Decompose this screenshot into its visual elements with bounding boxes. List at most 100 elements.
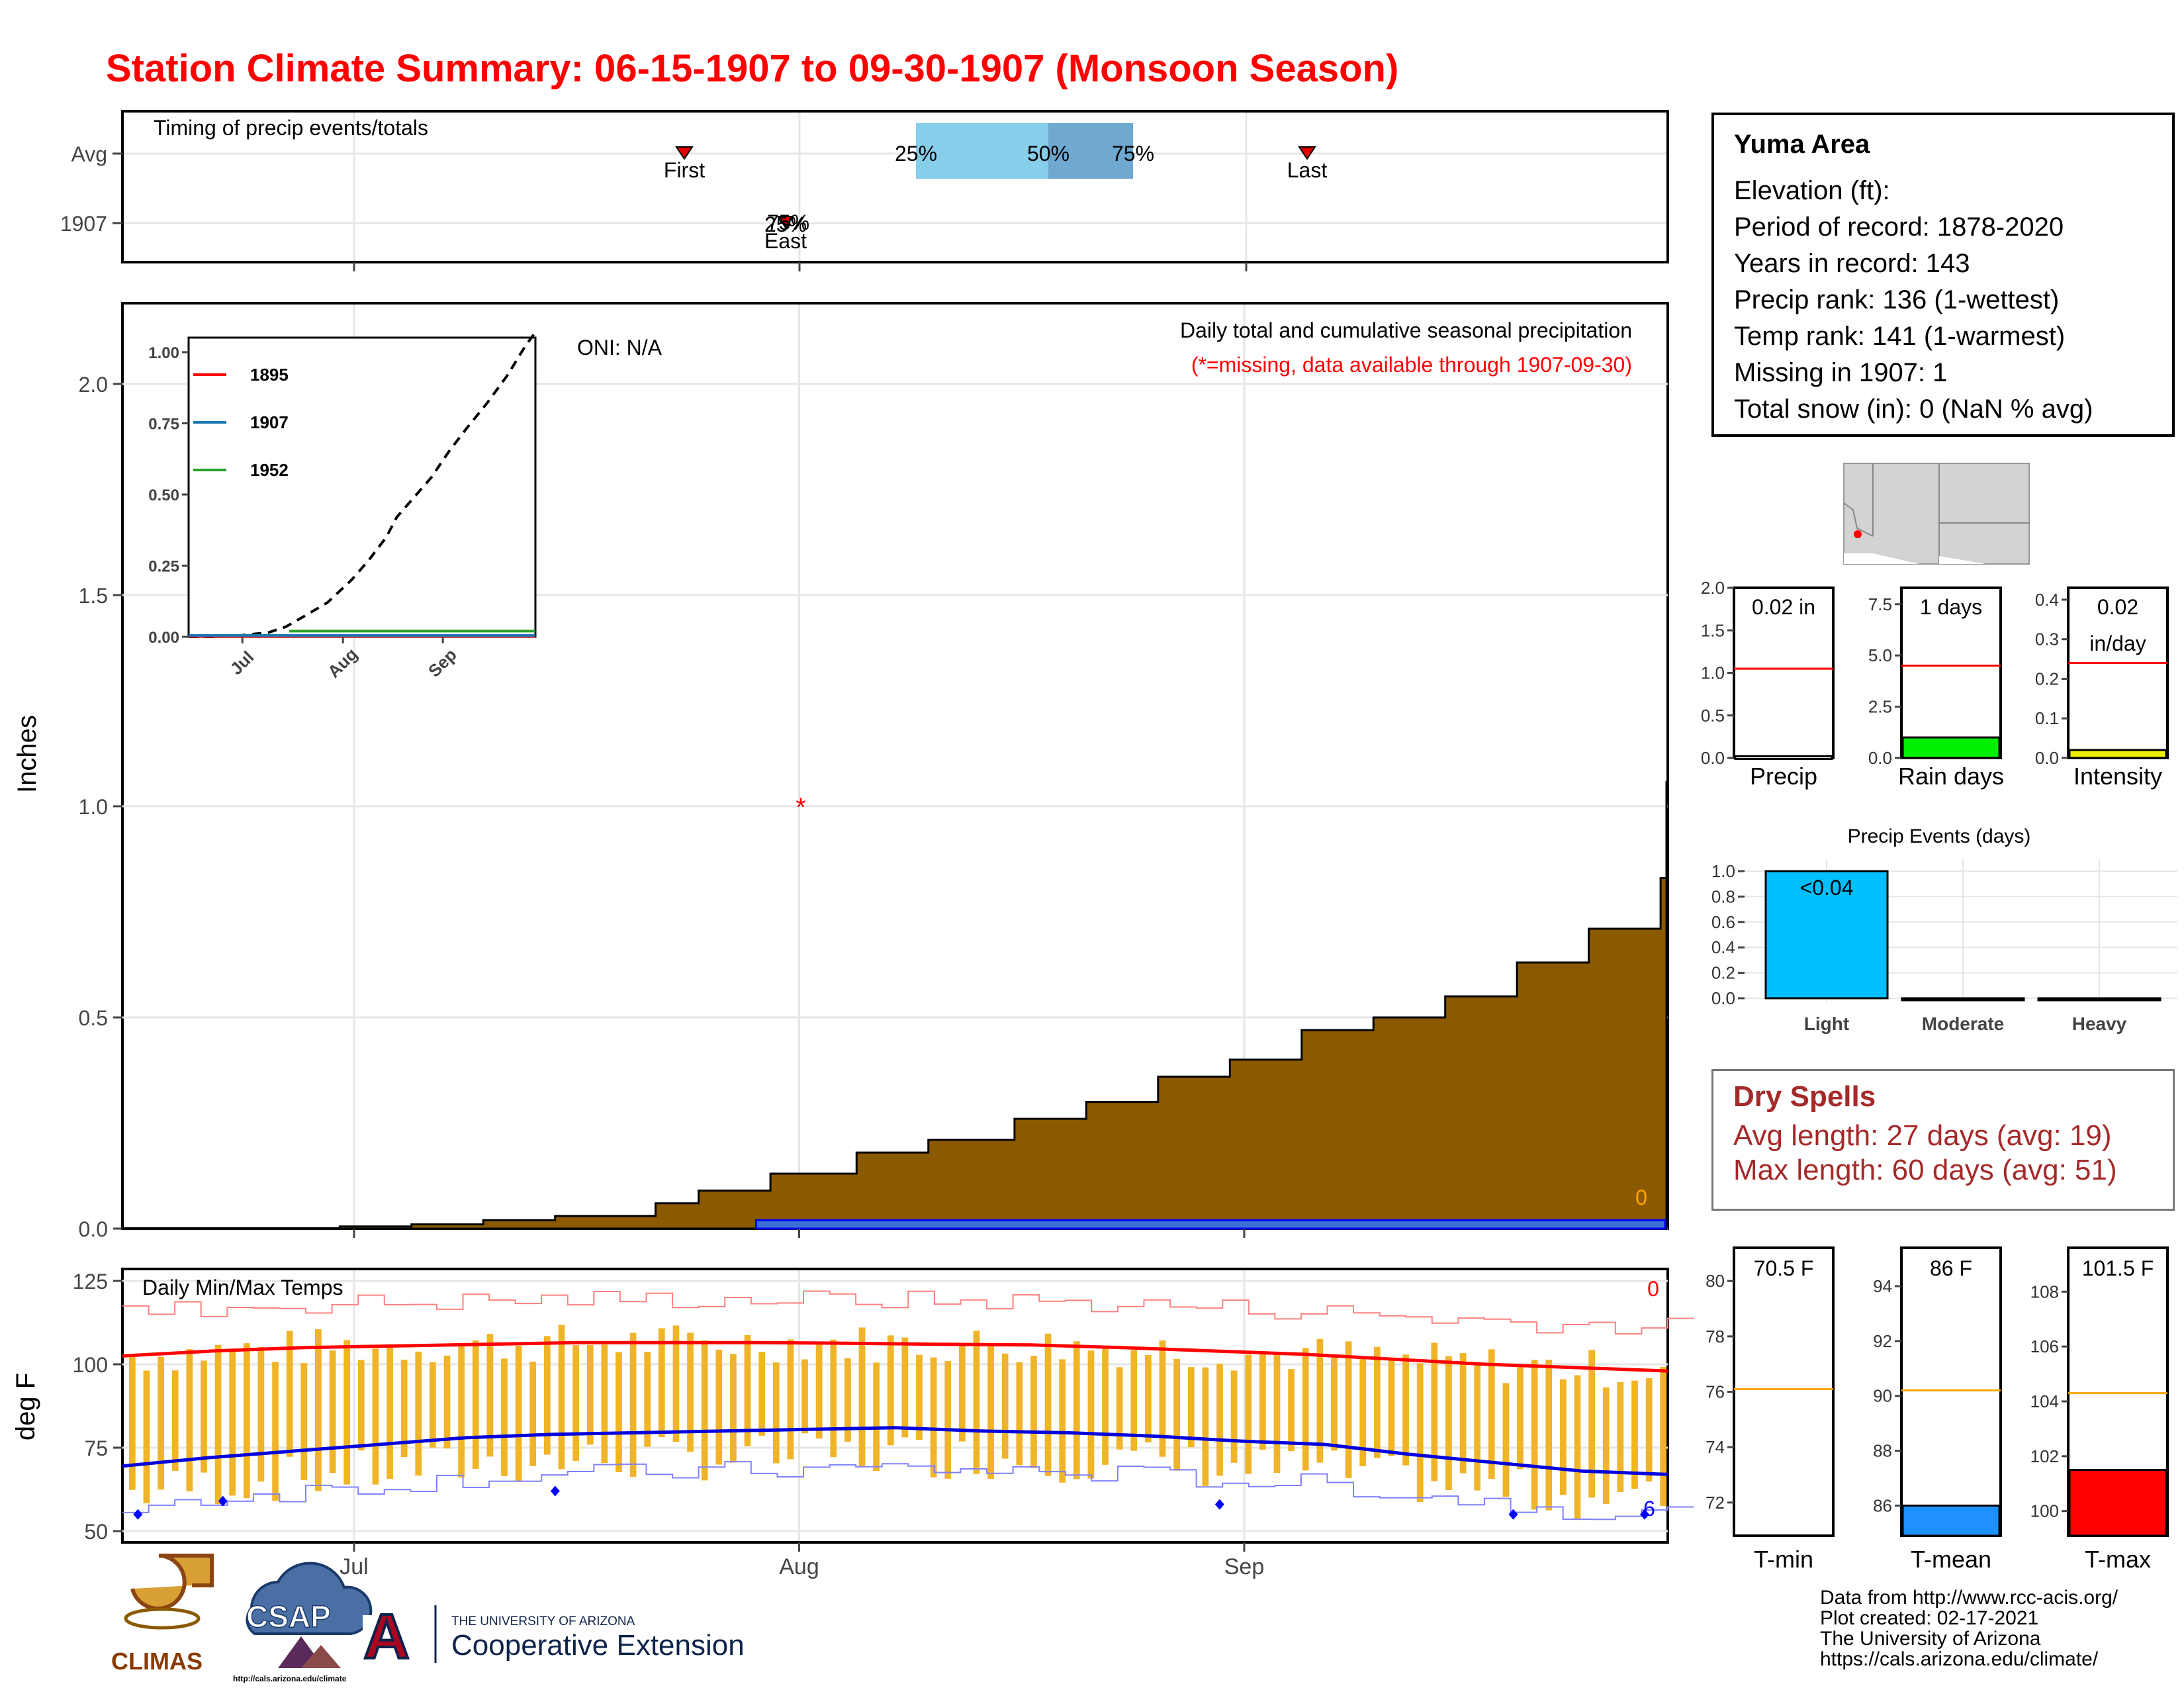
precip-ytick-label: 1.0 [79, 795, 108, 819]
daily-temp-bar [1273, 1352, 1281, 1474]
daily-temp-bar [1517, 1367, 1524, 1470]
dry-spells-box: Dry Spells Avg length: 27 days (avg: 19)… [1711, 1069, 2175, 1211]
page-title: Station Climate Summary: 06-15-1907 to 0… [106, 47, 1399, 90]
station-temp-rank: Temp rank: 141 (1-warmest) [1734, 322, 2066, 351]
record-low-marker-icon [1214, 1499, 1224, 1510]
daily-temp-bar [701, 1340, 708, 1481]
daily-temp-bar [171, 1370, 179, 1471]
inset-legend-label-1907: 1907 [250, 412, 289, 432]
daily-temp-bar [758, 1352, 766, 1436]
mini-value-label: 0.02 in [1752, 595, 1815, 619]
t-mean-frame [1900, 1246, 2002, 1537]
daily-temp-bar [214, 1344, 222, 1505]
footer-credits: Data from http://www.rcc-acis.org/ Plot … [1820, 1587, 2118, 1669]
events-bar-value-label: <0.04 [1800, 876, 1854, 900]
precip-ytick-label: 0.0 [79, 1217, 108, 1241]
temp-bar-ytick-label: 86 [1873, 1495, 1892, 1515]
daily-temp-bar [272, 1362, 279, 1501]
daily-temp-bar [1402, 1354, 1409, 1466]
temp-bar-ytick-label: 104 [2030, 1391, 2059, 1411]
daily-temp-bar [286, 1331, 293, 1457]
daily-temp-bar [1574, 1375, 1581, 1521]
precip-ytick-label: 0.5 [79, 1006, 108, 1030]
station-years: Years in record: 143 [1734, 249, 1970, 278]
mini-ytick-label: 2.5 [1868, 697, 1892, 717]
daily-temp-bar [1259, 1351, 1266, 1450]
daily-temp-bar [830, 1339, 837, 1458]
inset-legend-label-1952: 1952 [250, 460, 289, 480]
temp-ylabel: deg F [11, 1373, 40, 1440]
daily-temp-bar [1102, 1348, 1109, 1465]
daily-temp-bar [387, 1344, 393, 1479]
missing-marker-icon: * [796, 793, 806, 822]
t-min-frame [1733, 1246, 1835, 1537]
mini-value-label: 1 days [1920, 595, 1982, 619]
daily-temp-bar [1001, 1353, 1009, 1459]
daily-temp-bar [543, 1336, 551, 1455]
events-ytick-label: 0.2 [1711, 963, 1735, 983]
events-label-moderate: Moderate [1922, 1013, 2004, 1034]
temp-bar-ytick-label: 90 [1873, 1386, 1892, 1406]
dry-spells-title: Dry Spells [1733, 1080, 1876, 1113]
temp-bar-ytick-label: 106 [2030, 1336, 2059, 1356]
inset-avg-cumulative-line [189, 331, 537, 638]
daily-temp-bar [930, 1357, 937, 1477]
temp-bar-ytick-label: 74 [1706, 1437, 1725, 1457]
daily-temp-bar [1602, 1387, 1610, 1505]
temp-top-count: 0 [1647, 1277, 1659, 1301]
mini-ytick-label: 2.0 [1701, 578, 1725, 598]
daily-temp-bar [944, 1361, 952, 1479]
daily-temp-bar [1445, 1356, 1452, 1491]
daily-temp-bar [1373, 1346, 1381, 1458]
daily-temp-bar [1116, 1367, 1123, 1450]
daily-temp-bar [858, 1327, 866, 1466]
station-elevation: Elevation (ft): [1734, 176, 1890, 205]
events-ytick-label: 0.0 [1711, 988, 1735, 1008]
precip-ytick-label: 1.5 [79, 584, 108, 608]
daily-temp-bar [801, 1359, 808, 1434]
temp-bar-ytick-label: 108 [2030, 1282, 2059, 1301]
precip-bar [1734, 755, 1833, 760]
daily-temp-bar [1059, 1359, 1066, 1483]
station-period: Period of record: 1878-2020 [1734, 212, 2064, 242]
ua-block-a: A [363, 1601, 409, 1672]
t-min-label: T-min [1754, 1546, 1813, 1573]
mini-ytick-label: 0.3 [2035, 630, 2059, 649]
temp-bar-value-label: 101.5 F [2082, 1256, 2154, 1280]
events-ytick-label: 0.6 [1711, 912, 1735, 932]
precip-ytick-label: 2.0 [79, 373, 108, 397]
month-xtick-label: Sep [1224, 1554, 1265, 1579]
daily-temp-bar [486, 1334, 494, 1457]
daily-temp-bar [343, 1340, 351, 1485]
daily-temp-bar [372, 1348, 379, 1485]
daily-temp-bar [501, 1358, 508, 1476]
daily-temp-bar [315, 1329, 322, 1491]
temp-bar-ytick-label: 94 [1873, 1276, 1892, 1296]
temp-ytick-label: 100 [73, 1353, 108, 1377]
daily-temp-bar [715, 1349, 723, 1465]
daily-temp-bar [1631, 1380, 1638, 1489]
temp-ytick-label: 125 [73, 1270, 108, 1293]
mini-ytick-label: 0.0 [1701, 748, 1725, 768]
daily-temp-bar [300, 1363, 308, 1481]
daily-temp-bar [186, 1349, 193, 1491]
inset-ytick-label: 0.50 [148, 487, 179, 504]
missing-note: (*=missing, data available through 1907-… [1191, 353, 1632, 377]
daily-temp-bar [1087, 1350, 1095, 1479]
events-bar-light [1764, 870, 1889, 1000]
temp-bar-ytick-label: 80 [1706, 1271, 1725, 1291]
daily-temp-bar [1474, 1364, 1481, 1491]
footer-url: https://cals.arizona.edu/climate/ [1820, 1648, 2099, 1670]
daily-temp-bar [1502, 1383, 1510, 1497]
mini-ytick-label: 0.0 [2035, 748, 2059, 768]
t-max-label: T-max [2085, 1546, 2151, 1573]
daily-temp-bar [1388, 1357, 1395, 1456]
daily-temp-bar [1617, 1382, 1624, 1492]
mini-value-label: 0.02 [2097, 595, 2138, 619]
mini-ytick-label: 7.5 [1868, 594, 1892, 614]
daily-temp-bar [1044, 1333, 1052, 1476]
station-name: Yuma Area [1734, 130, 1870, 159]
temp-bar-ytick-label: 92 [1873, 1331, 1892, 1351]
temp-label: Daily Min/Max Temps [142, 1276, 343, 1299]
